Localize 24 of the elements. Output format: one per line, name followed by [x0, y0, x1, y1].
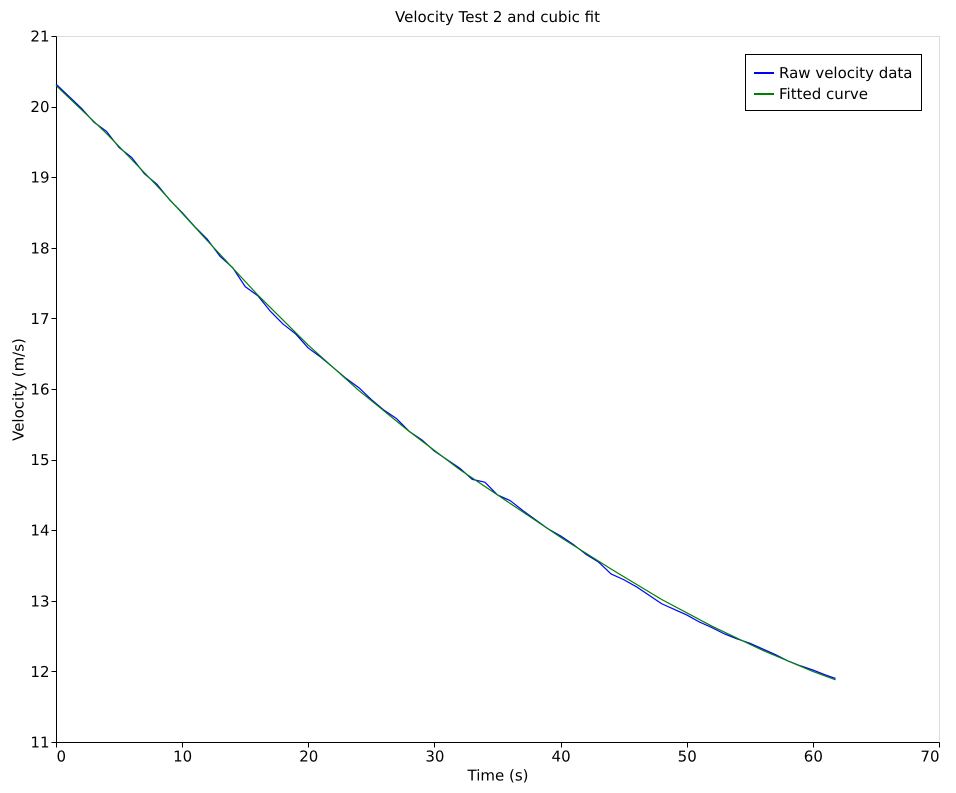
y-tick-label: 18	[30, 239, 50, 258]
x-tick-label: 0	[56, 748, 66, 766]
y-tick-label: 13	[30, 592, 50, 610]
legend-label: Raw velocity data	[779, 64, 912, 82]
y-tick-label: 11	[30, 734, 50, 752]
x-tick-label: 60	[804, 748, 823, 766]
x-tick-label: 50	[678, 748, 697, 766]
x-tick-label: 70	[920, 748, 940, 766]
x-tick-label: 30	[425, 748, 444, 766]
y-tick-label: 21	[30, 28, 50, 46]
y-tick-label: 12	[30, 662, 50, 681]
x-axis-title: Time (s)	[466, 766, 528, 784]
y-tick-label: 16	[30, 380, 50, 398]
y-tick-label: 17	[30, 310, 50, 328]
x-tick-label: 40	[552, 748, 571, 766]
y-tick-label: 14	[30, 522, 50, 540]
y-tick-label: 15	[30, 451, 50, 470]
y-tick-label: 20	[30, 98, 50, 116]
y-axis-title: Velocity (m/s)	[9, 338, 28, 441]
legend-label: Fitted curve	[779, 85, 868, 103]
x-tick-label: 10	[173, 748, 192, 766]
chart-title: Velocity Test 2 and cubic fit	[394, 8, 600, 26]
y-tick-label: 19	[30, 168, 50, 187]
x-tick-label: 20	[299, 748, 318, 766]
